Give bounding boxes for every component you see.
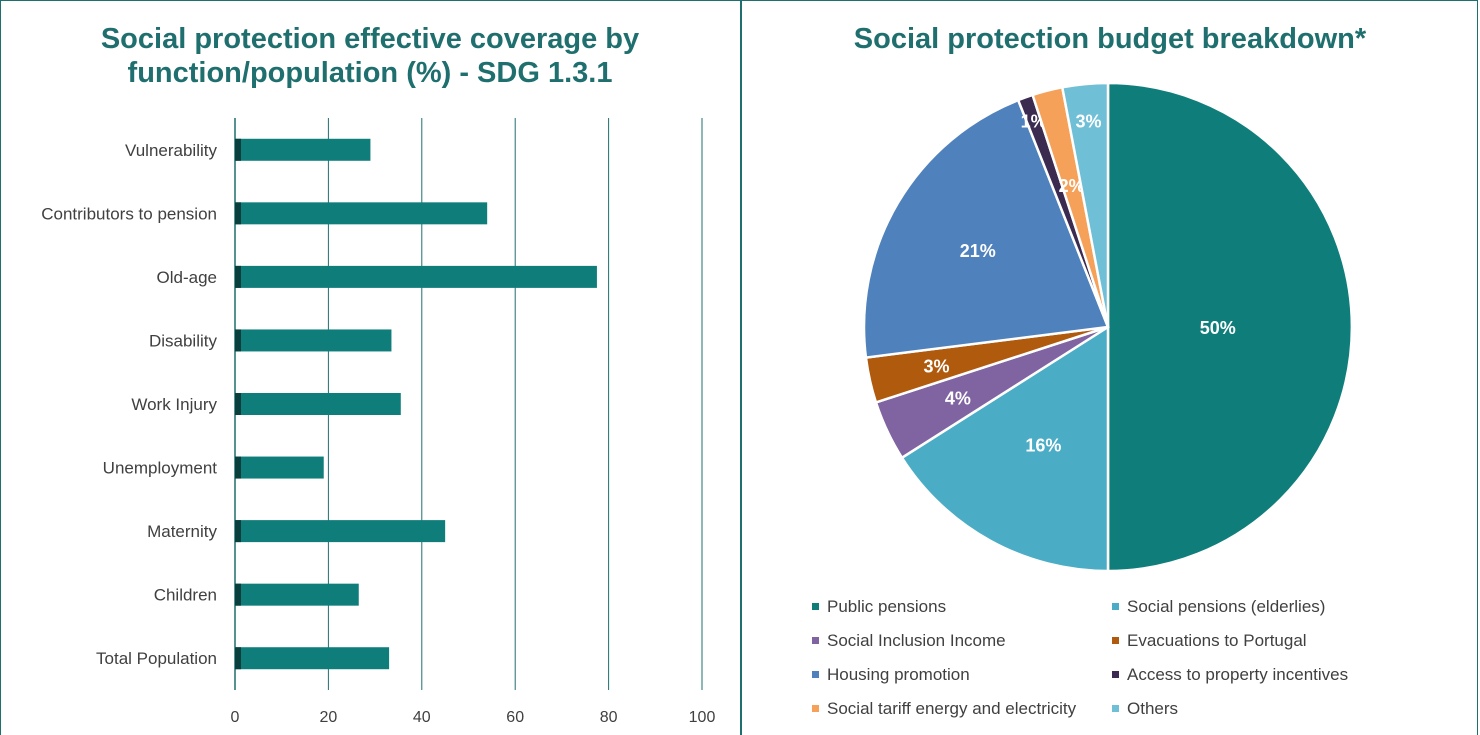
legend-swatch <box>812 671 819 678</box>
pie-slice <box>1060 81 1110 328</box>
y-tick-label: Children <box>154 586 217 605</box>
legend-swatch <box>812 637 819 644</box>
legend-label: Housing promotion <box>827 664 970 684</box>
legend-label: Social pensions (elderlies) <box>1127 596 1326 616</box>
legend-swatch <box>1112 603 1119 610</box>
legend-label: Social tariff energy and electricity <box>827 698 1077 718</box>
bar-shadow <box>235 265 241 288</box>
legend-item: Social tariff energy and electricity <box>812 698 1112 719</box>
legend-swatch <box>812 603 819 610</box>
legend-item: Social pensions (elderlies) <box>1112 596 1412 617</box>
y-tick-label: Vulnerability <box>125 141 217 160</box>
bar-shadow <box>235 329 241 352</box>
bar-shadow <box>235 202 241 225</box>
bar <box>235 202 488 225</box>
legend-label: Social Inclusion Income <box>827 630 1006 650</box>
pie-slice <box>862 98 1110 359</box>
slice-data-label: 16% <box>1025 436 1061 456</box>
slice-data-label: 3% <box>1075 112 1101 132</box>
legend-item: Access to property incentives <box>1112 664 1412 685</box>
bar <box>235 393 401 415</box>
bar <box>235 647 390 670</box>
legend-swatch <box>1112 637 1119 644</box>
legend-label: Evacuations to Portugal <box>1127 630 1307 650</box>
bar-shadow <box>235 138 241 161</box>
slice-data-label: 2% <box>1059 176 1085 196</box>
bar-shadow <box>235 520 241 543</box>
x-tick-label: 80 <box>600 709 618 726</box>
y-tick-label: Work Injury <box>131 395 217 414</box>
slice-data-label: 3% <box>924 356 950 376</box>
bar-shadow <box>235 647 241 670</box>
bar <box>235 583 359 606</box>
x-tick-label: 20 <box>320 709 338 726</box>
slice-data-label: 4% <box>945 389 971 409</box>
legend-item: Social Inclusion Income <box>812 630 1112 651</box>
bar-shadow <box>235 393 241 415</box>
bar-chart-title: Social protection effective coverage by … <box>100 23 640 89</box>
panel-divider <box>740 0 742 735</box>
legend-swatch <box>812 705 819 712</box>
legend-item: Public pensions <box>812 596 1112 617</box>
legend-label: Access to property incentives <box>1127 664 1349 684</box>
slice-data-label: 21% <box>960 241 996 261</box>
y-tick-label: Total Population <box>96 649 217 668</box>
bar <box>235 329 392 352</box>
bar-shadow <box>235 456 241 479</box>
bar-chart: 0 20 40 60 80 100 Vulnerability Contributors to… <box>41 118 716 726</box>
bar <box>235 138 371 161</box>
legend-item: Housing promotion <box>812 664 1112 685</box>
y-tick-label: Contributors to pension <box>41 204 217 223</box>
bar <box>235 456 324 479</box>
y-tick-label: Maternity <box>147 522 217 541</box>
x-tick-label: 100 <box>689 709 716 726</box>
legend-swatch <box>1112 705 1119 712</box>
y-tick-label: Disability <box>149 331 218 350</box>
pie-slice <box>900 324 1110 573</box>
pie-legend: Public pensions Social pensions (elderlie… <box>812 596 1452 719</box>
slice-data-label: 50% <box>1200 318 1236 338</box>
legend-label: Others <box>1127 698 1179 718</box>
legend-label: Public pensions <box>827 596 947 616</box>
legend-item: Evacuations to Portugal <box>1112 630 1412 651</box>
bar <box>235 520 446 543</box>
y-tick-label: Unemployment <box>103 459 218 478</box>
pie-chart-title: Social protection budget breakdown* <box>853 23 1367 55</box>
pie-slice <box>1106 81 1354 573</box>
x-tick-label: 40 <box>413 709 431 726</box>
bar <box>235 265 597 288</box>
y-tick-label: Old-age <box>157 268 217 287</box>
bar-shadow <box>235 583 241 606</box>
x-tick-label: 60 <box>506 709 524 726</box>
pie-chart: 50%16%4%3%21%1%2%3% <box>862 81 1354 573</box>
legend-item: Others <box>1112 698 1412 719</box>
x-tick-label: 0 <box>231 709 240 726</box>
legend-swatch <box>1112 671 1119 678</box>
